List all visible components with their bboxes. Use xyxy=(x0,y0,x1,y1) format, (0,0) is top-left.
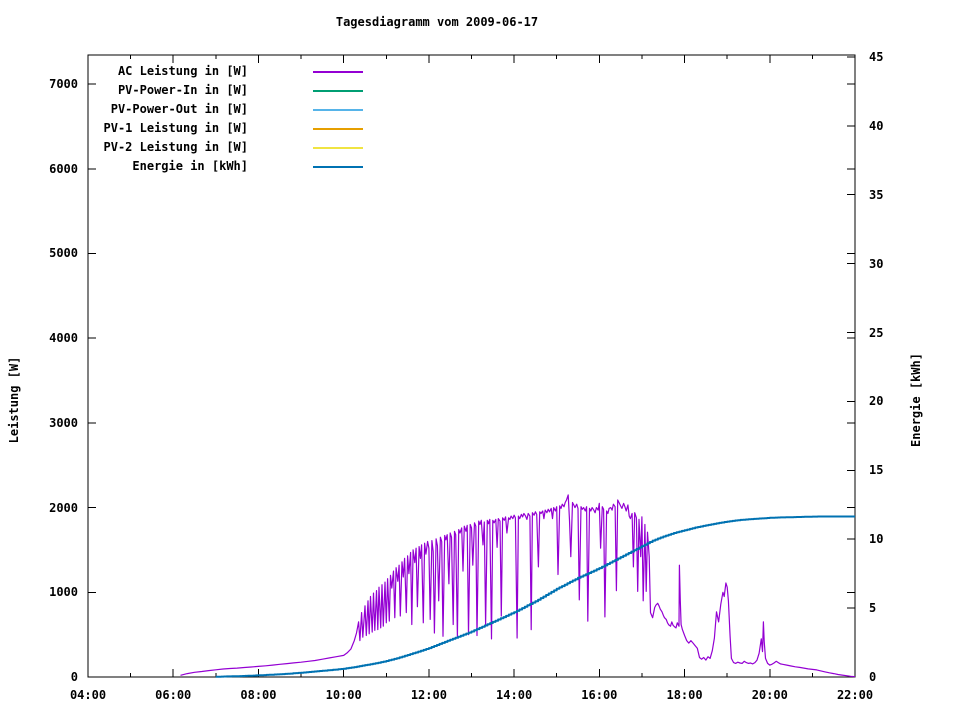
y-tick-label: 0 xyxy=(70,670,78,684)
y-tick-label: 3000 xyxy=(49,415,78,430)
x-tick-label: 08:00 xyxy=(240,688,277,702)
y-tick-label: 2000 xyxy=(49,500,78,515)
y2-tick-label: 40 xyxy=(869,118,884,133)
y2-tick-label: 30 xyxy=(869,256,884,271)
y2-tick-label: 35 xyxy=(869,187,884,202)
axis-ticks xyxy=(87,55,856,678)
x-tick-label: 10:00 xyxy=(325,688,362,702)
y2-tick-label: 25 xyxy=(869,325,884,340)
y2-tick-label: 20 xyxy=(869,394,884,409)
x-tick-label: 20:00 xyxy=(751,688,788,702)
x-tick-label: 22:00 xyxy=(836,688,874,702)
chart-title: Tagesdiagramm vom 2009-06-17 xyxy=(335,15,539,29)
legend-swatch-energie xyxy=(313,166,363,168)
legend-swatch-pv-power-in xyxy=(313,90,363,92)
legend-swatch-ac-leistung xyxy=(313,71,363,73)
y-tick-label: 1000 xyxy=(49,585,78,600)
y-tick-label: 4000 xyxy=(49,331,78,346)
y2-tick-label: 15 xyxy=(869,463,884,478)
legend-label-pv2-leistung: PV-2 Leistung in [W] xyxy=(103,140,249,154)
legend-swatch-pv2-leistung xyxy=(313,147,363,149)
y2-tick-label: 0 xyxy=(869,670,877,684)
x-tick-label: 12:00 xyxy=(410,688,447,702)
y-tick-label: 7000 xyxy=(49,77,78,92)
x-tick-label: 04:00 xyxy=(69,688,107,702)
legend-label-ac-leistung: AC Leistung in [W] xyxy=(117,64,248,78)
x-tick-label: 14:00 xyxy=(496,688,533,702)
legend-label-energie: Energie in [kWh] xyxy=(132,159,248,173)
y2-tick-label: 5 xyxy=(869,601,877,616)
y2-tick-label: 10 xyxy=(869,532,884,547)
y2-tick-label: 45 xyxy=(869,49,884,64)
x-tick-label: 16:00 xyxy=(581,688,618,702)
energie-line xyxy=(215,515,855,678)
legend-label-pv1-leistung: PV-1 Leistung in [W] xyxy=(103,121,249,135)
y-tick-label: 5000 xyxy=(49,246,78,261)
x-tick-label: 18:00 xyxy=(666,688,703,702)
legend-swatch-pv-power-out xyxy=(313,109,363,111)
x-tick-label: 06:00 xyxy=(155,688,192,702)
legend-swatch-pv1-leistung xyxy=(313,128,363,130)
legend-label-pv-power-out: PV-Power-Out in [W] xyxy=(110,102,248,116)
ac-leistung-line xyxy=(180,494,856,678)
legend-label-pv-power-in: PV-Power-In in [W] xyxy=(117,83,248,97)
y-tick-label: 6000 xyxy=(49,161,78,176)
